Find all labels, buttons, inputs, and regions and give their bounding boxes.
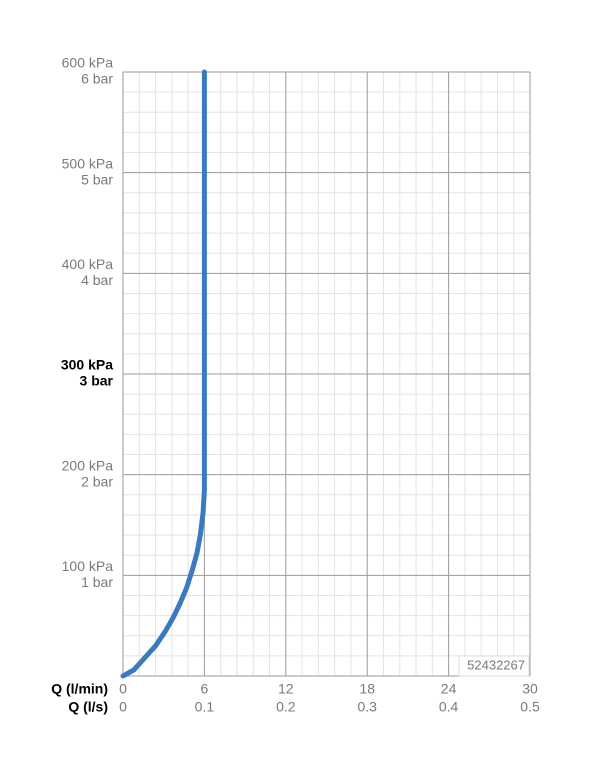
x2-tick-label: 0.3 <box>357 699 377 715</box>
x2-tick-label: 0.2 <box>276 699 296 715</box>
y-tick-label: 200 kPa <box>62 457 114 473</box>
x2-tick-label: 0 <box>119 699 127 715</box>
x2-tick-label: 0.4 <box>439 699 459 715</box>
y-tick-label: 500 kPa <box>62 155 114 171</box>
annotation: 52432267 <box>467 657 525 672</box>
major-grid <box>122 71 531 677</box>
x2-tick-label: 0.5 <box>520 699 540 715</box>
x-tick-label: 6 <box>201 681 209 697</box>
x-tick-label: 18 <box>359 681 375 697</box>
x2-tick-label: 0.1 <box>195 699 215 715</box>
y2-tick-label: 5 bar <box>81 171 113 187</box>
x-axis-label: Q (l/min) <box>51 681 108 697</box>
y2-tick-label: 2 bar <box>81 473 113 489</box>
y2-tick-label: 3 bar <box>80 373 114 389</box>
x-tick-label: 0 <box>119 681 127 697</box>
y-tick-label: 400 kPa <box>62 256 114 272</box>
y-tick-label: 100 kPa <box>62 558 114 574</box>
y-tick-label: 600 kPa <box>62 55 114 71</box>
y-tick-label: 300 kPa <box>61 357 113 373</box>
y2-tick-label: 4 bar <box>81 272 113 288</box>
y2-tick-label: 6 bar <box>81 71 113 87</box>
flow-curve <box>120 69 207 679</box>
y2-tick-label: 1 bar <box>81 574 113 590</box>
x-tick-label: 12 <box>278 681 294 697</box>
annotation-box <box>458 655 530 677</box>
x-tick-label: 24 <box>441 681 457 697</box>
x2-axis-label: Q (l/s) <box>68 699 108 715</box>
x-tick-label: 30 <box>522 681 538 697</box>
